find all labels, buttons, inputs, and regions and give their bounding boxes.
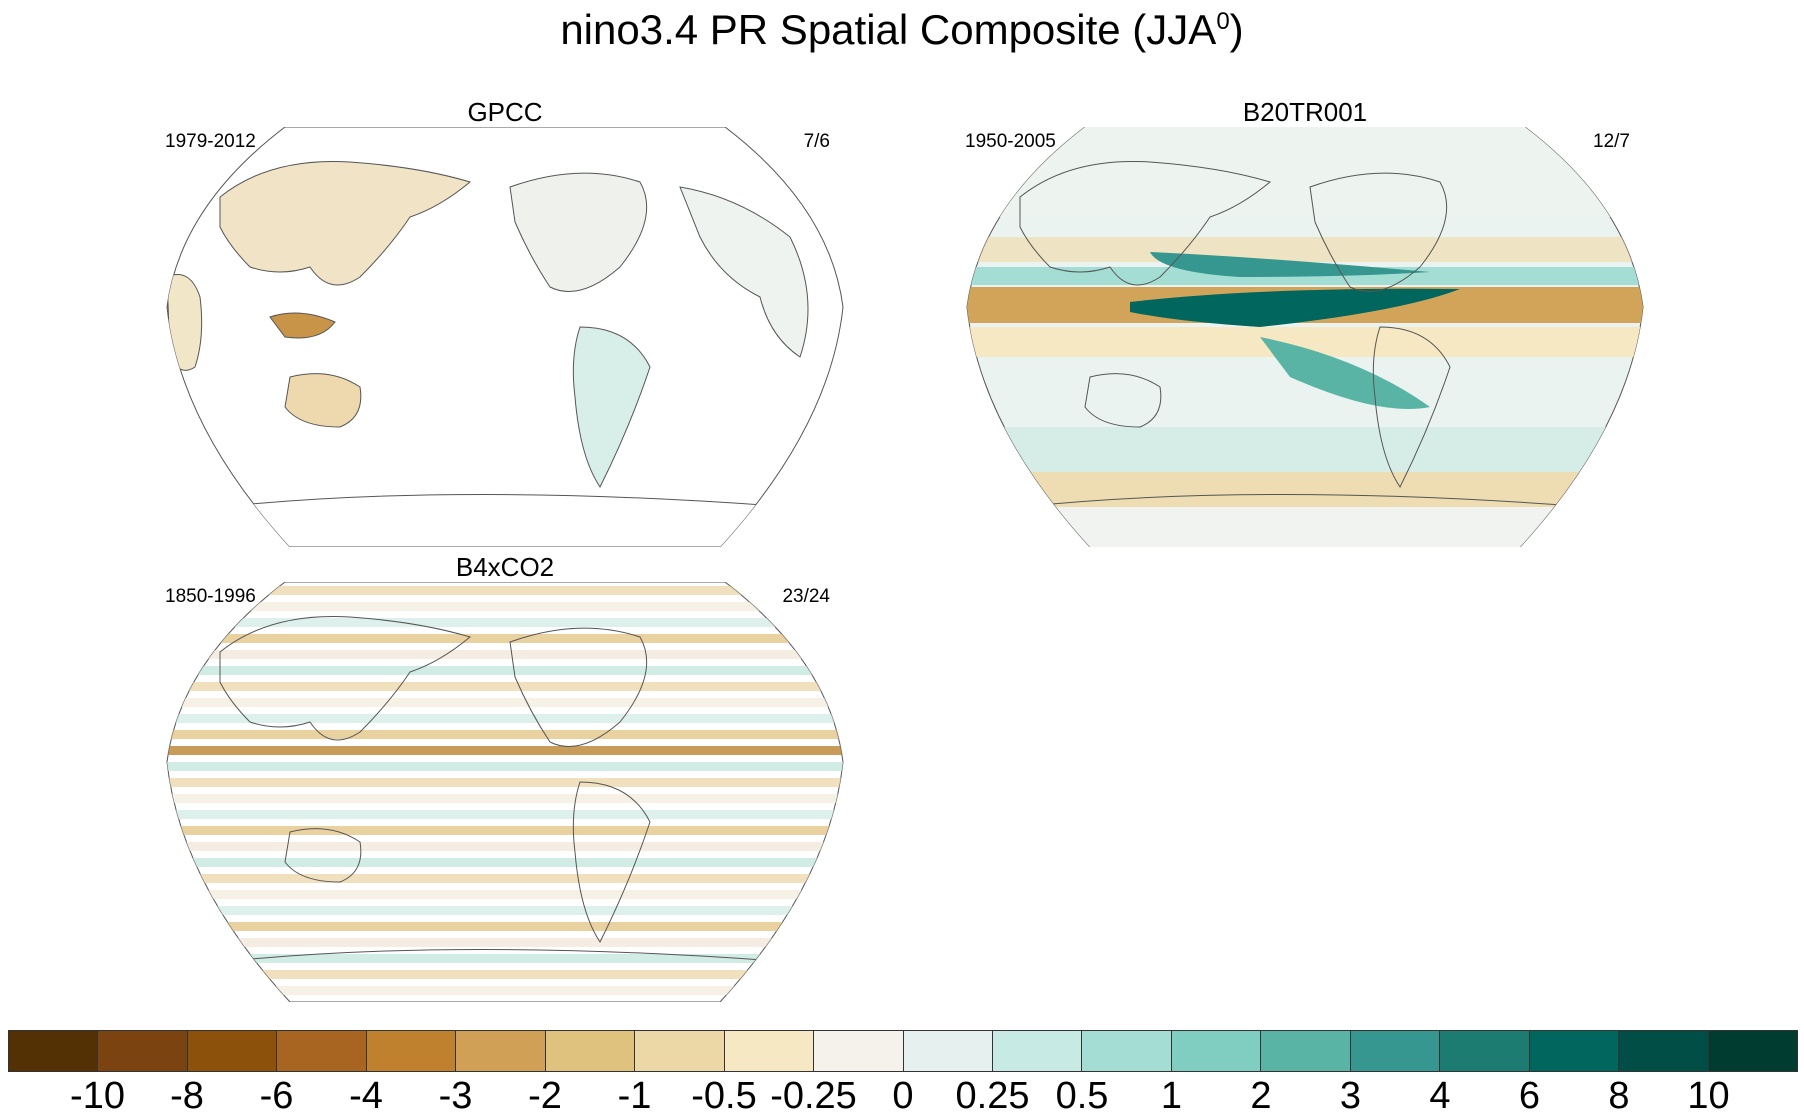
- colorbar: [8, 1030, 1798, 1072]
- colorbar-box: [635, 1031, 725, 1071]
- panel-gpcc: GPCC 1979-2012 7/6: [160, 95, 850, 547]
- colorbar-box: [98, 1031, 188, 1071]
- colorbar-box: [1171, 1031, 1262, 1071]
- panel-title: GPCC: [467, 97, 543, 127]
- colorbar-box: [814, 1031, 904, 1071]
- colorbar-box: [1440, 1031, 1530, 1071]
- colorbar-tick-label: -1: [617, 1075, 652, 1117]
- pattern-band: [167, 618, 843, 627]
- pattern-band: [167, 906, 843, 915]
- panel-b20tr001: B20TR001 1950-2005 12/7: [960, 95, 1650, 547]
- colorbar-tick-label: -0.25: [770, 1075, 857, 1117]
- pattern-band: [167, 762, 843, 771]
- colorbar-tick-label: 0.5: [1055, 1075, 1109, 1117]
- panel-period: 1950-2005: [965, 131, 1056, 152]
- colorbar-tick-label: 4: [1429, 1075, 1451, 1117]
- colorbar-tick-label: -8: [170, 1075, 204, 1117]
- colorbar-box: [1529, 1031, 1620, 1071]
- pattern-band: [167, 698, 843, 707]
- colorbar-tick-label: 10: [1687, 1075, 1730, 1117]
- pattern-band: [167, 650, 843, 659]
- pattern-band: [167, 730, 843, 739]
- pattern-band: [167, 874, 843, 883]
- colorbar-tick-label: 1: [1160, 1075, 1183, 1117]
- pattern-band: [167, 842, 843, 851]
- map-b4xco2: [166, 582, 844, 1002]
- colorbar-box: [545, 1031, 636, 1071]
- panel-b4xco2: B4xCO2 1850-1996 23/24: [160, 550, 850, 1010]
- pattern-band: [167, 970, 843, 979]
- colorbar-tick-label: 0.25: [955, 1075, 1030, 1117]
- colorbar-box: [366, 1031, 457, 1071]
- panel-ratio: 23/24: [782, 586, 830, 607]
- pattern-band: [167, 858, 843, 867]
- pattern-band: [167, 954, 843, 963]
- panel-title: B4xCO2: [455, 552, 555, 582]
- map-b20tr001: [966, 127, 1644, 547]
- colorbar-box: [1350, 1031, 1441, 1071]
- colorbar-labels: -10 -8 -6 -4 -3 -2 -1 -0.5 -0.25 0 0.25 0.5 1 2 3 4 6 8 10: [8, 1075, 1798, 1117]
- colorbar-box: [724, 1031, 815, 1071]
- colorbar-box: [456, 1031, 546, 1071]
- colorbar-tick-label: -4: [349, 1075, 383, 1117]
- pattern-band: [167, 586, 843, 595]
- colorbar-tick-label: 8: [1608, 1075, 1630, 1117]
- pattern-band: [167, 890, 843, 899]
- colorbar-box: [992, 1031, 1083, 1071]
- pattern-band: [167, 666, 843, 675]
- colorbar-box: [187, 1031, 278, 1071]
- panel-ratio: 7/6: [803, 131, 830, 152]
- pattern-band: [167, 986, 843, 995]
- colorbar-tick-label: -3: [438, 1075, 473, 1117]
- pattern-band: [167, 810, 843, 819]
- panel-title: B20TR001: [1242, 97, 1368, 127]
- colorbar-tick-label: 2: [1250, 1075, 1272, 1117]
- colorbar-tick-label: -10: [70, 1075, 125, 1117]
- colorbar-tick-label: -0.5: [691, 1075, 757, 1117]
- pattern-band: [167, 746, 843, 755]
- pattern-band: [167, 826, 843, 835]
- colorbar-tick-label: 3: [1339, 1075, 1362, 1117]
- colorbar-box: [1261, 1031, 1351, 1071]
- colorbar-tick-label: -2: [528, 1075, 562, 1117]
- pattern-band: [167, 682, 843, 691]
- colorbar-tick-label: -6: [259, 1075, 294, 1117]
- pattern-band: [167, 938, 843, 947]
- panel-period: 1850-1996: [165, 586, 256, 607]
- colorbar-box: [1619, 1031, 1709, 1071]
- colorbar-box: [277, 1031, 367, 1071]
- colorbar-tick-label: 6: [1518, 1075, 1541, 1117]
- colorbar-box: [1082, 1031, 1172, 1071]
- colorbar-box: [1708, 1031, 1798, 1071]
- pattern-band: [167, 922, 843, 931]
- map-gpcc: [166, 127, 844, 547]
- figure-title: nino3.4 PR Spatial Composite (JJA0): [560, 6, 1244, 53]
- colorbar-tick-label: 0: [892, 1075, 914, 1117]
- pattern-band: [167, 778, 843, 787]
- pattern-band: [167, 602, 843, 611]
- pattern-band: [167, 794, 843, 803]
- panel-ratio: 12/7: [1593, 131, 1630, 152]
- pattern-band: [167, 634, 843, 643]
- panel-period: 1979-2012: [165, 131, 256, 152]
- colorbar-box: [903, 1031, 993, 1071]
- colorbar-box: [9, 1031, 99, 1071]
- pattern-band: [167, 714, 843, 723]
